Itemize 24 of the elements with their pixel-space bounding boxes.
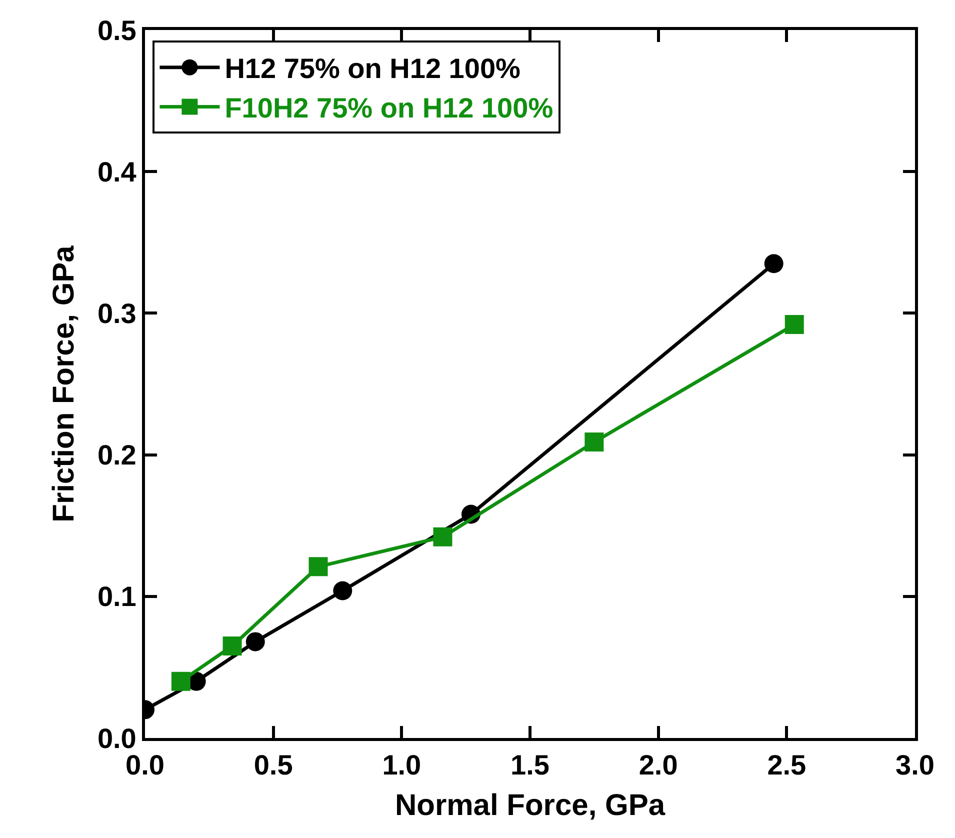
- point: [764, 254, 784, 274]
- point: [308, 557, 328, 576]
- point: [171, 672, 190, 691]
- y-tick-label: 0.4: [97, 156, 137, 188]
- point: [333, 581, 352, 600]
- y-tick-label: 0.5: [97, 14, 136, 46]
- point: [222, 636, 242, 656]
- x-tick-label: 1.5: [510, 750, 550, 781]
- legend-label: F10H2 75% on H12 100%: [224, 92, 554, 124]
- y-tick-label: 0.2: [97, 440, 136, 471]
- point: [433, 527, 452, 546]
- y-tick-label: 0.3: [97, 298, 136, 329]
- point: [246, 632, 265, 652]
- point: [584, 432, 604, 452]
- x-tick-label: 1.0: [382, 750, 422, 781]
- y-axis-title: Friction Force, GPa: [47, 245, 80, 522]
- x-tick-label: 0.5: [254, 750, 293, 781]
- x-axis-title: Normal Force, GPa: [394, 789, 666, 822]
- x-tick-label: 2.0: [638, 750, 678, 781]
- point: [784, 315, 804, 334]
- x-tick-label: 3.0: [896, 750, 934, 781]
- legend-label: H12 75% on H12 100%: [224, 53, 521, 84]
- x-tick-label: 2.5: [767, 750, 806, 781]
- y-tick-label: 0.1: [97, 581, 136, 612]
